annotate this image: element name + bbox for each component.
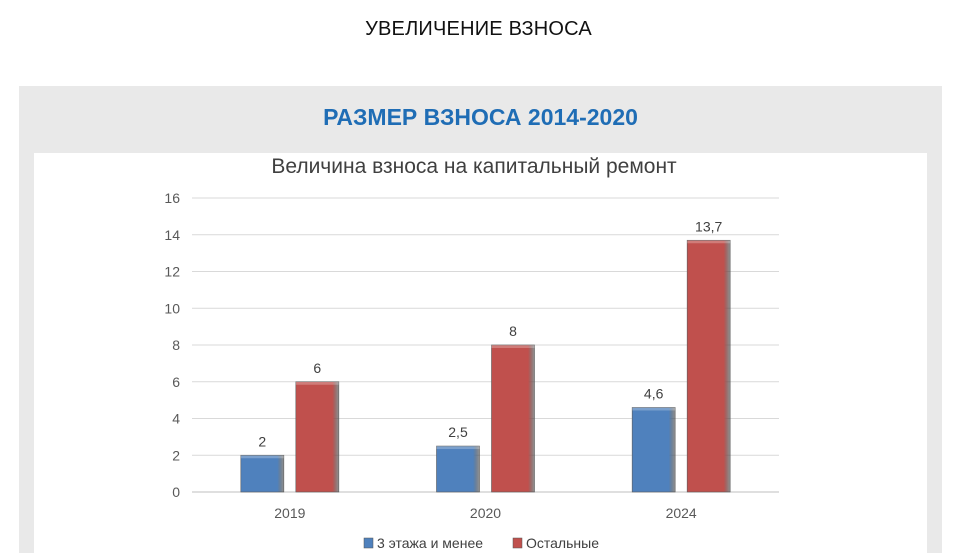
bar-highlight: [687, 240, 731, 244]
bar-series1-2024: [631, 407, 676, 493]
chart-legend: 3 этажа и менее Остальные: [363, 535, 599, 551]
y-tick-label: 6: [172, 374, 180, 390]
bar-series2-2019: [295, 381, 340, 493]
y-tick-label: 8: [172, 337, 180, 353]
chart-card: Величина взноса на капитальный ремонт 0 2…: [34, 153, 927, 553]
data-label: 4,6: [644, 385, 664, 401]
bar-highlight: [295, 381, 339, 385]
chart-title: Величина взноса на капитальный ремонт: [271, 155, 677, 178]
y-tick-label: 14: [164, 227, 180, 243]
bar-series1-2020: [436, 445, 480, 493]
panel-title: РАЗМЕР ВЗНОСА 2014-2020: [323, 104, 638, 130]
data-label: 6: [313, 360, 321, 376]
bar-highlight: [491, 345, 535, 348]
legend-swatch: [363, 537, 374, 549]
x-tick-label: 2024: [666, 505, 697, 521]
legend-label: 3 этажа и менее: [377, 535, 483, 551]
bar-highlight: [436, 446, 480, 450]
bar-highlight: [632, 407, 676, 411]
data-label: 2: [258, 433, 266, 449]
x-tick-label: 2019: [274, 505, 305, 521]
bar-chart: Величина взноса на капитальный ремонт 0 2…: [164, 155, 779, 551]
data-label: 2,5: [448, 424, 468, 440]
y-tick-label: 2: [172, 447, 180, 463]
chart-panel: РАЗМЕР ВЗНОСА 2014-2020 Величина взноса …: [19, 86, 942, 553]
data-label: 13,7: [695, 218, 722, 234]
x-tick-label: 2020: [470, 505, 501, 521]
y-tick-label: 0: [172, 484, 180, 500]
legend-label: Остальные: [526, 535, 599, 551]
data-label: 8: [509, 323, 517, 339]
y-tick-label: 16: [164, 190, 180, 206]
bar-series1-2019: [240, 454, 285, 493]
bar-series2-2020: [491, 344, 535, 493]
bar-highlight: [240, 455, 284, 459]
bar-series2-2024: [686, 239, 731, 493]
y-tick-label: 4: [172, 411, 180, 427]
y-tick-label: 12: [164, 264, 180, 280]
page-heading: УВЕЛИЧЕНИЕ ВЗНОСА: [365, 18, 592, 40]
y-tick-label: 10: [164, 300, 180, 316]
legend-swatch: [512, 537, 523, 549]
